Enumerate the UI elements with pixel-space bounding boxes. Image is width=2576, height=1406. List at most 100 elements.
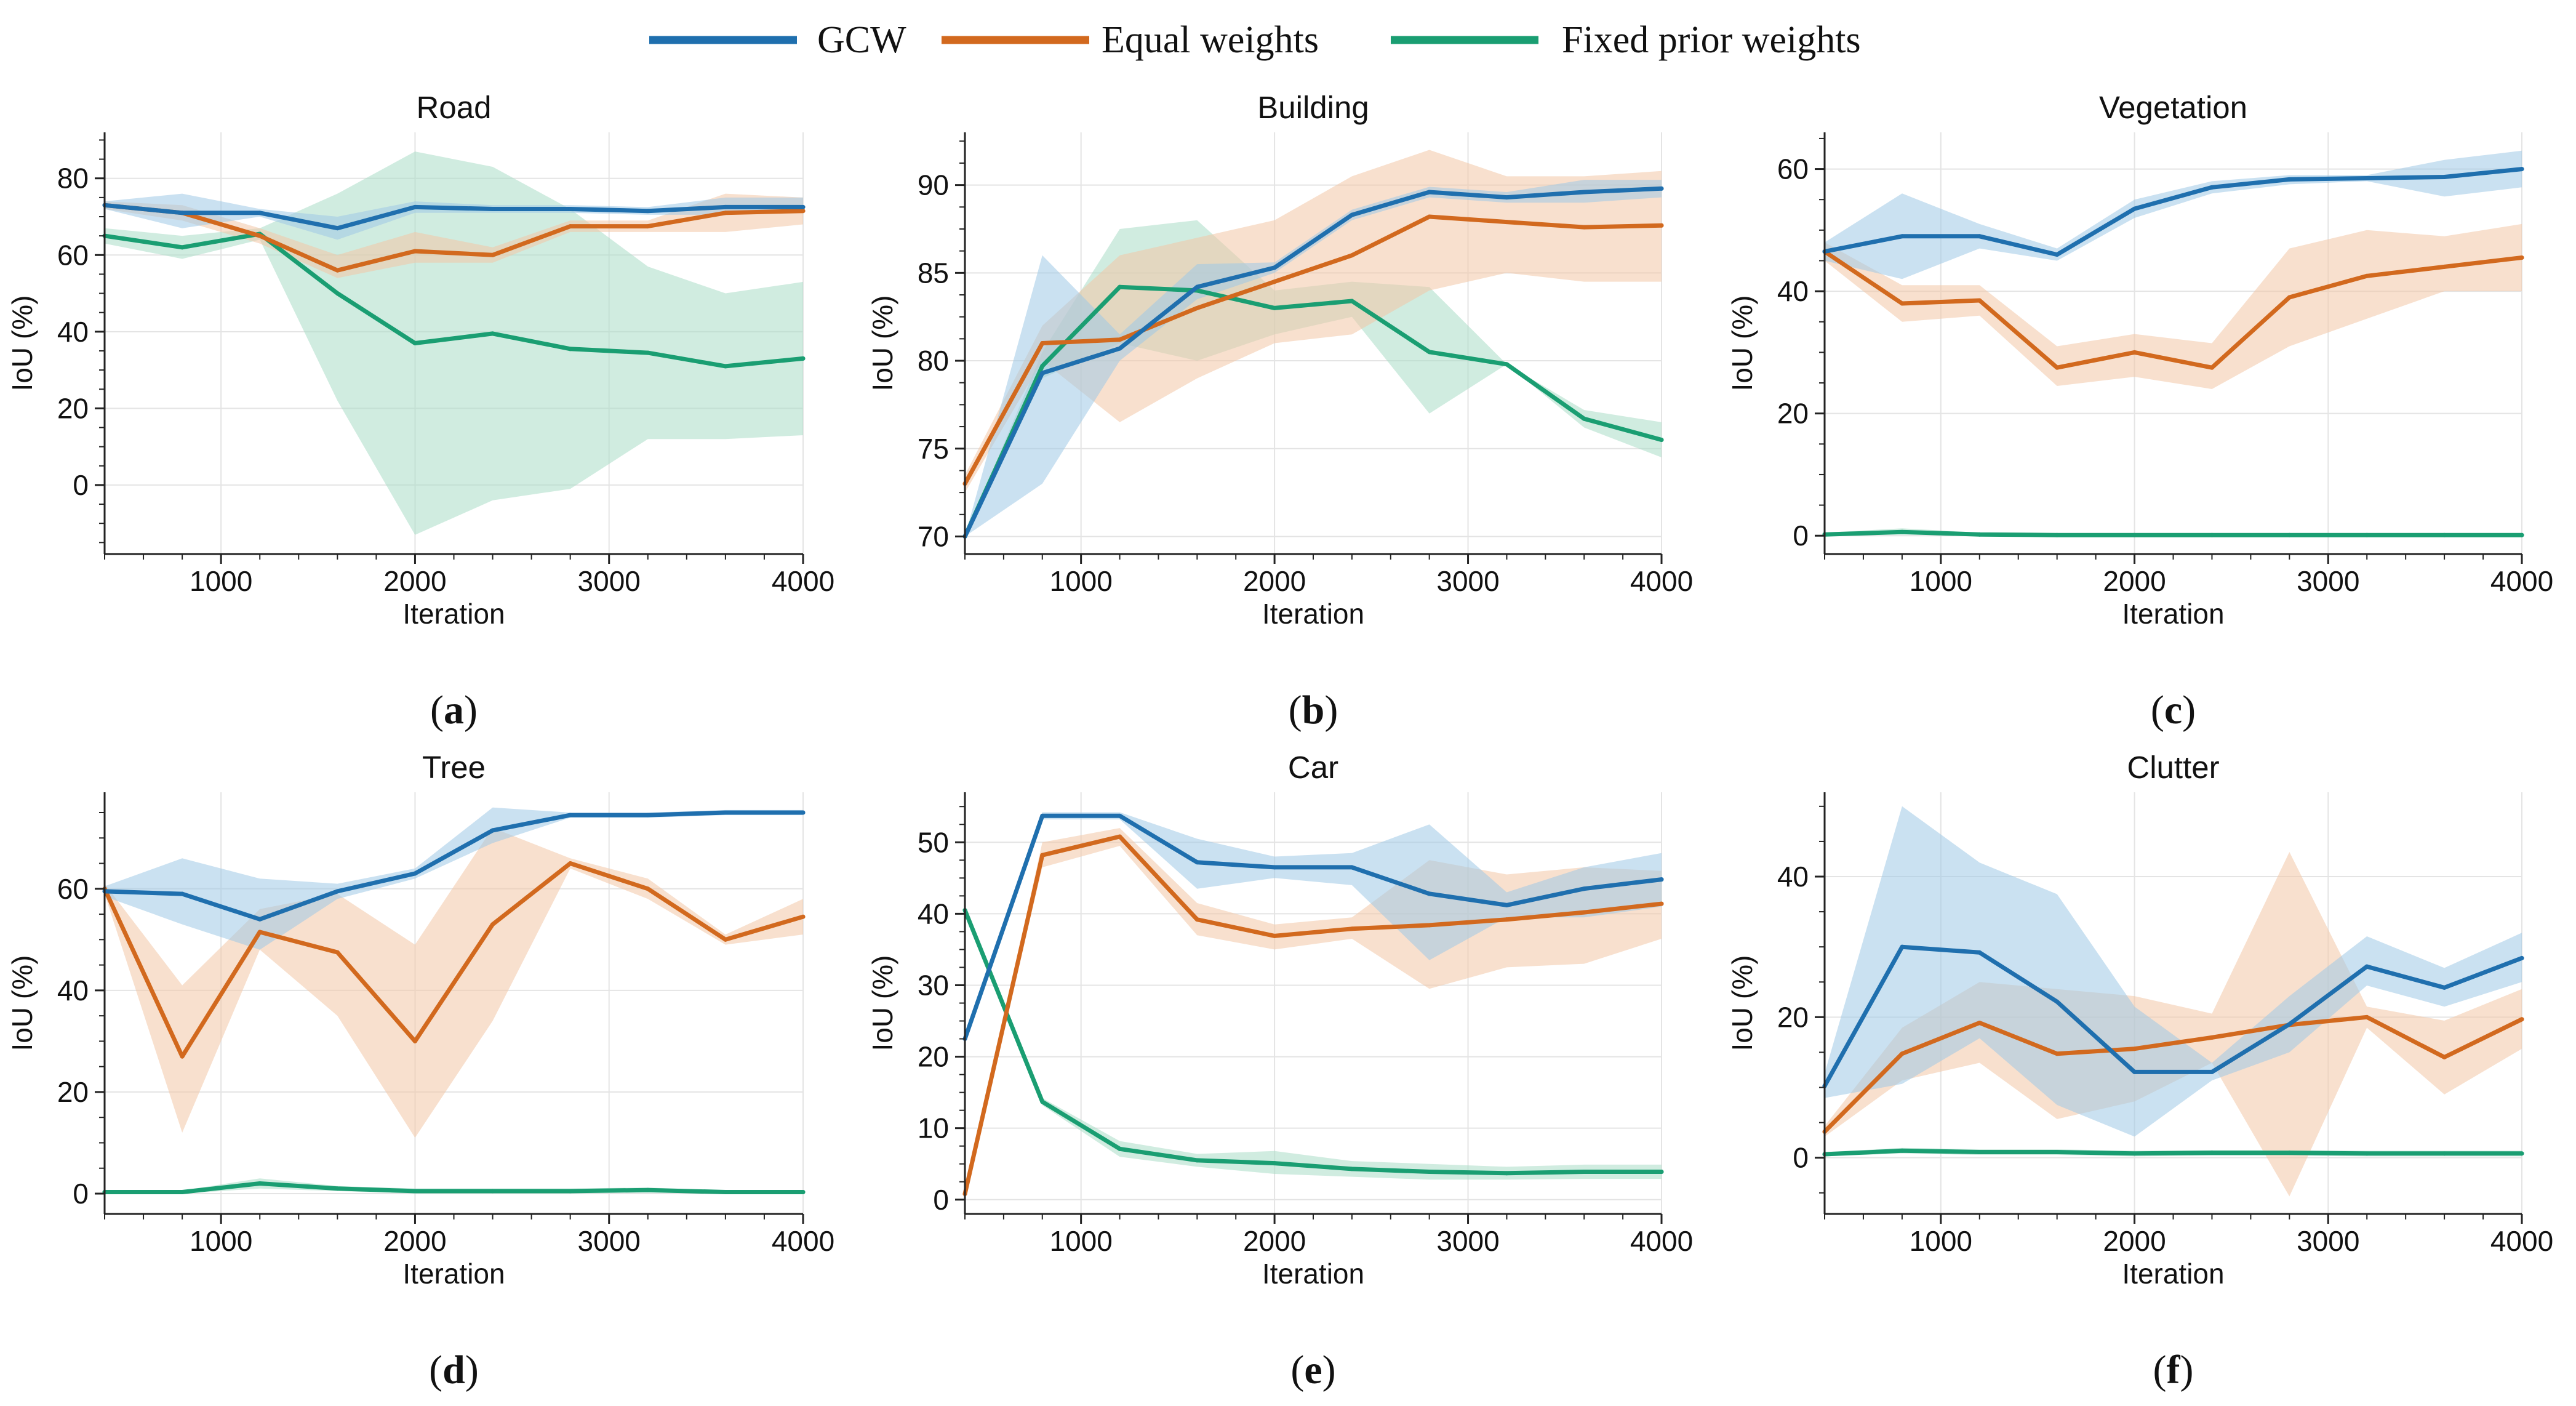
- data-point-fixed: [2364, 1151, 2369, 1156]
- data-point-gcw: [801, 810, 806, 815]
- x-tick-label: 3000: [1436, 1225, 1499, 1257]
- chart-title: Vegetation: [2099, 90, 2247, 125]
- data-point-fixed: [1977, 1150, 1982, 1155]
- data-point-fixed: [335, 291, 340, 296]
- y-tick-label: 0: [933, 1184, 949, 1216]
- panel-caption: (d): [429, 1348, 479, 1392]
- data-point-gcw: [1350, 865, 1354, 870]
- data-point-fixed: [1977, 532, 1982, 537]
- data-point-gcw: [2442, 174, 2447, 179]
- data-point-equal: [1900, 1051, 1905, 1056]
- data-point-equal: [2364, 273, 2369, 278]
- panel-caption-paren: (: [2151, 688, 2164, 733]
- data-point-gcw: [568, 207, 573, 212]
- x-tick-label: 1000: [190, 565, 252, 597]
- series-line-fixed: [962, 908, 1664, 1176]
- data-point-gcw: [1977, 950, 1982, 955]
- data-point-gcw: [1350, 212, 1354, 217]
- panel-caption-paren: (: [2153, 1348, 2167, 1392]
- panel-tree: 1000 2000 3000 4000 0 20 40 60 Tree Iteration IoU …: [6, 750, 834, 1392]
- data-point-equal: [646, 224, 650, 229]
- data-point-fixed: [801, 1190, 806, 1195]
- data-point-fixed: [2287, 532, 2292, 537]
- data-point-equal: [801, 209, 806, 214]
- data-point-gcw: [723, 204, 728, 209]
- data-point-equal: [1977, 298, 1982, 303]
- data-point-gcw: [1427, 891, 1432, 896]
- data-point-gcw: [1427, 190, 1432, 195]
- data-point-equal: [1040, 853, 1045, 858]
- data-point-gcw: [335, 889, 340, 894]
- data-point-gcw: [2364, 964, 2369, 969]
- y-tick-label: 60: [1777, 153, 1809, 185]
- data-point-fixed: [801, 356, 806, 361]
- band-equal: [965, 150, 1662, 493]
- series-line-fixed: [1822, 1148, 2524, 1157]
- data-point-gcw: [2055, 999, 2060, 1004]
- data-point-fixed: [568, 347, 573, 352]
- data-point-fixed: [1350, 299, 1354, 303]
- data-point-gcw: [1194, 284, 1199, 289]
- data-point-equal: [1194, 917, 1199, 922]
- data-point-equal: [1350, 253, 1354, 258]
- y-axis-label: IoU (%): [866, 955, 898, 1051]
- data-point-gcw: [568, 813, 573, 817]
- data-point-equal: [2519, 255, 2524, 260]
- y-tick-label: 0: [73, 1178, 89, 1210]
- data-point-fixed: [2442, 532, 2447, 537]
- data-point-equal: [2442, 1054, 2447, 1059]
- series-line-equal: [1822, 1014, 2524, 1134]
- data-point-equal: [2055, 1051, 2060, 1056]
- data-point-gcw: [1118, 813, 1122, 818]
- data-point-equal: [1900, 301, 1905, 306]
- data-point-gcw: [412, 204, 417, 209]
- x-axis-label: Iteration: [1262, 1258, 1364, 1290]
- x-tick-label: 1000: [1049, 565, 1112, 597]
- y-axis-label: IoU (%): [6, 955, 38, 1051]
- y-tick-label: 40: [57, 316, 89, 348]
- data-point-equal: [2519, 1017, 2524, 1022]
- series-line-fixed: [102, 1181, 806, 1194]
- y-tick-label: 20: [918, 1041, 949, 1073]
- y-tick-label: 20: [57, 392, 89, 424]
- data-point-equal: [2287, 295, 2292, 300]
- data-point-fixed: [1194, 1158, 1199, 1163]
- panel-caption-letter: e: [1304, 1348, 1322, 1392]
- x-tick-label: 4000: [772, 1225, 834, 1257]
- data-point-equal: [1118, 834, 1122, 839]
- y-axis-label: IoU (%): [6, 295, 38, 392]
- data-point-fixed: [2442, 1151, 2447, 1156]
- data-point-equal: [490, 252, 495, 257]
- band-equal: [1825, 223, 2522, 389]
- series-line-gcw: [962, 186, 1664, 539]
- data-point-gcw: [1272, 865, 1277, 870]
- data-point-gcw: [2132, 1069, 2137, 1074]
- data-point-fixed: [723, 364, 728, 369]
- data-point-gcw: [2519, 167, 2524, 172]
- data-point-fixed: [723, 1190, 728, 1195]
- series-line-gcw: [102, 203, 806, 231]
- y-tick-label: 0: [73, 469, 89, 501]
- chart-title: Building: [1257, 90, 1369, 125]
- data-point-fixed: [2519, 532, 2524, 537]
- data-point-fixed: [180, 245, 185, 250]
- data-point-equal: [723, 937, 728, 942]
- x-axis-label: Iteration: [402, 598, 505, 630]
- data-point-fixed: [1427, 350, 1432, 355]
- data-point-gcw: [1900, 234, 1905, 239]
- band-gcw: [1825, 806, 2522, 1137]
- x-tick-label: 1000: [190, 1225, 252, 1257]
- x-tick-label: 2000: [383, 565, 446, 597]
- y-tick-label: 60: [57, 873, 89, 905]
- data-point-gcw: [801, 204, 806, 209]
- data-point-fixed: [1659, 1170, 1664, 1174]
- data-point-equal: [257, 930, 262, 934]
- panel-caption: (a): [430, 688, 478, 733]
- x-tick-label: 2000: [383, 1225, 446, 1257]
- series-line-gcw: [962, 813, 1664, 1042]
- series-line-equal: [962, 214, 1664, 486]
- data-point-fixed: [412, 1189, 417, 1194]
- data-point-fixed: [1900, 529, 1905, 534]
- panel-caption-paren: (: [429, 1348, 442, 1392]
